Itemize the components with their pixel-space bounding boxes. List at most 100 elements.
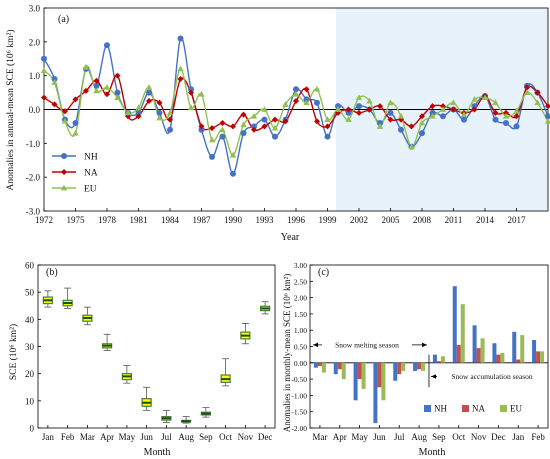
x-tick-label: Apr bbox=[333, 432, 347, 442]
data-point-nh bbox=[398, 126, 404, 133]
y-tick-label: -2.0 bbox=[26, 173, 41, 183]
x-tick-label: Jul bbox=[394, 432, 405, 442]
panel-b-label: (b) bbox=[46, 267, 58, 278]
x-tick-label: 2017 bbox=[508, 215, 527, 225]
x-tick-label: Oct bbox=[219, 432, 232, 442]
data-point-na bbox=[51, 101, 58, 108]
legend-label-nh: NH bbox=[434, 404, 447, 414]
data-point-nh bbox=[545, 113, 550, 120]
data-point-nh bbox=[114, 89, 121, 96]
data-point-na bbox=[272, 116, 278, 123]
data-point-eu bbox=[103, 84, 111, 90]
panel-b-x-ticks: Jan Feb Mar Apr May Jun Jul Aug Sep Oct Nov Dec bbox=[42, 425, 273, 442]
data-point-eu bbox=[408, 143, 415, 150]
data-point-na bbox=[408, 123, 415, 130]
panel-a-x-axis-label: Year bbox=[281, 232, 300, 243]
data-point-nh bbox=[293, 86, 299, 93]
x-tick-label: 1972 bbox=[35, 215, 53, 225]
data-point-na bbox=[209, 125, 215, 132]
panel-b-y-ticks: 0 10 20 30 40 50 60 bbox=[25, 261, 41, 434]
panel-a-series bbox=[40, 35, 550, 177]
x-tick-label: Mar bbox=[80, 432, 95, 442]
bar-na bbox=[377, 362, 382, 388]
data-point-eu bbox=[82, 63, 90, 70]
bar-eu bbox=[480, 338, 485, 363]
bar-nh bbox=[373, 362, 378, 424]
data-point-na bbox=[62, 108, 68, 115]
x-tick-label: Feb bbox=[61, 432, 75, 442]
data-point-na bbox=[387, 116, 394, 123]
legend-swatch-na bbox=[462, 405, 469, 412]
x-tick-label: 2011 bbox=[445, 215, 463, 225]
data-point-nh bbox=[167, 126, 173, 133]
bar-eu bbox=[500, 353, 505, 363]
data-point-na bbox=[230, 123, 236, 130]
data-point-na bbox=[282, 118, 289, 125]
data-point-eu bbox=[93, 87, 100, 94]
x-tick-label: Jul bbox=[161, 432, 172, 442]
data-point-na bbox=[314, 118, 320, 125]
data-point-nh bbox=[272, 133, 278, 140]
panel-a-y-axis-label: Anomalies in annual-mean SCE (10⁶ km²) bbox=[5, 29, 16, 190]
panel-c-y-axis-label: Anomalies in monthly-mean SCE (10⁶ km²) bbox=[282, 274, 292, 433]
x-tick-label: Dec bbox=[258, 432, 273, 442]
data-point-nh bbox=[356, 103, 362, 110]
data-point-na bbox=[177, 76, 184, 83]
data-point-na bbox=[366, 106, 373, 113]
data-point-eu bbox=[429, 112, 436, 119]
data-point-eu bbox=[366, 97, 373, 104]
data-point-eu bbox=[250, 112, 258, 119]
panel-a-legend: NH NA EU bbox=[52, 153, 98, 195]
data-point-na bbox=[167, 116, 173, 123]
x-tick-label: 1978 bbox=[98, 215, 117, 225]
y-tick-label: 60 bbox=[25, 261, 35, 271]
x-tick-label: Dec bbox=[491, 432, 506, 442]
x-tick-label: 1999 bbox=[319, 215, 338, 225]
data-point-na bbox=[219, 120, 226, 127]
data-point-na bbox=[72, 96, 79, 103]
data-point-nh bbox=[93, 82, 100, 89]
data-point-na bbox=[545, 103, 550, 110]
y-tick-label: 2.0 bbox=[29, 37, 41, 47]
data-point-na bbox=[135, 113, 142, 120]
data-point-na bbox=[534, 89, 541, 96]
legend-label-na: NA bbox=[472, 404, 485, 414]
x-tick-label: Apr bbox=[100, 432, 114, 442]
x-tick-label: Sep bbox=[199, 432, 213, 442]
x-tick-label: 2014 bbox=[476, 215, 495, 225]
data-point-eu bbox=[450, 99, 457, 106]
bar-eu bbox=[361, 362, 366, 389]
x-tick-label: Oct bbox=[452, 432, 465, 442]
panel-c-y-ticks: -2.00 -1.50 -1.00 -0.50 0.00 0.50 1.00 1.50 2.00… bbox=[291, 261, 313, 433]
data-point-eu bbox=[544, 117, 550, 124]
data-point-nh bbox=[135, 109, 142, 116]
data-point-eu bbox=[292, 90, 300, 97]
legend-label-nh: NH bbox=[84, 153, 98, 163]
y-tick-label: 40 bbox=[25, 315, 35, 325]
panel-c-season-annotations: Snow melting season Snow accumulation sea… bbox=[313, 338, 547, 388]
data-point-eu bbox=[61, 117, 69, 124]
data-point-na bbox=[156, 99, 163, 106]
data-point-eu bbox=[271, 124, 279, 131]
data-point-nh bbox=[209, 153, 215, 160]
bar-nh bbox=[472, 325, 477, 363]
y-tick-label: 3.00 bbox=[294, 261, 307, 270]
bar-eu bbox=[401, 362, 406, 371]
legend-label-na: NA bbox=[84, 169, 98, 179]
data-point-na bbox=[429, 103, 436, 110]
bar-nh bbox=[333, 362, 338, 375]
data-point-na bbox=[450, 106, 457, 113]
bar-nh bbox=[492, 343, 497, 363]
bar-na bbox=[496, 354, 501, 363]
data-point-eu bbox=[177, 65, 184, 72]
x-tick-label: May bbox=[351, 432, 368, 442]
legend-label-eu: EU bbox=[84, 185, 97, 195]
data-point-eu bbox=[187, 104, 195, 111]
x-tick-label: Jan bbox=[42, 432, 54, 442]
bar-nh bbox=[413, 362, 418, 371]
y-tick-label: 30 bbox=[25, 342, 35, 352]
data-point-na bbox=[293, 98, 299, 105]
data-point-nh bbox=[219, 133, 226, 140]
legend-swatch-nh bbox=[424, 405, 431, 412]
x-tick-label: 1981 bbox=[130, 215, 148, 225]
